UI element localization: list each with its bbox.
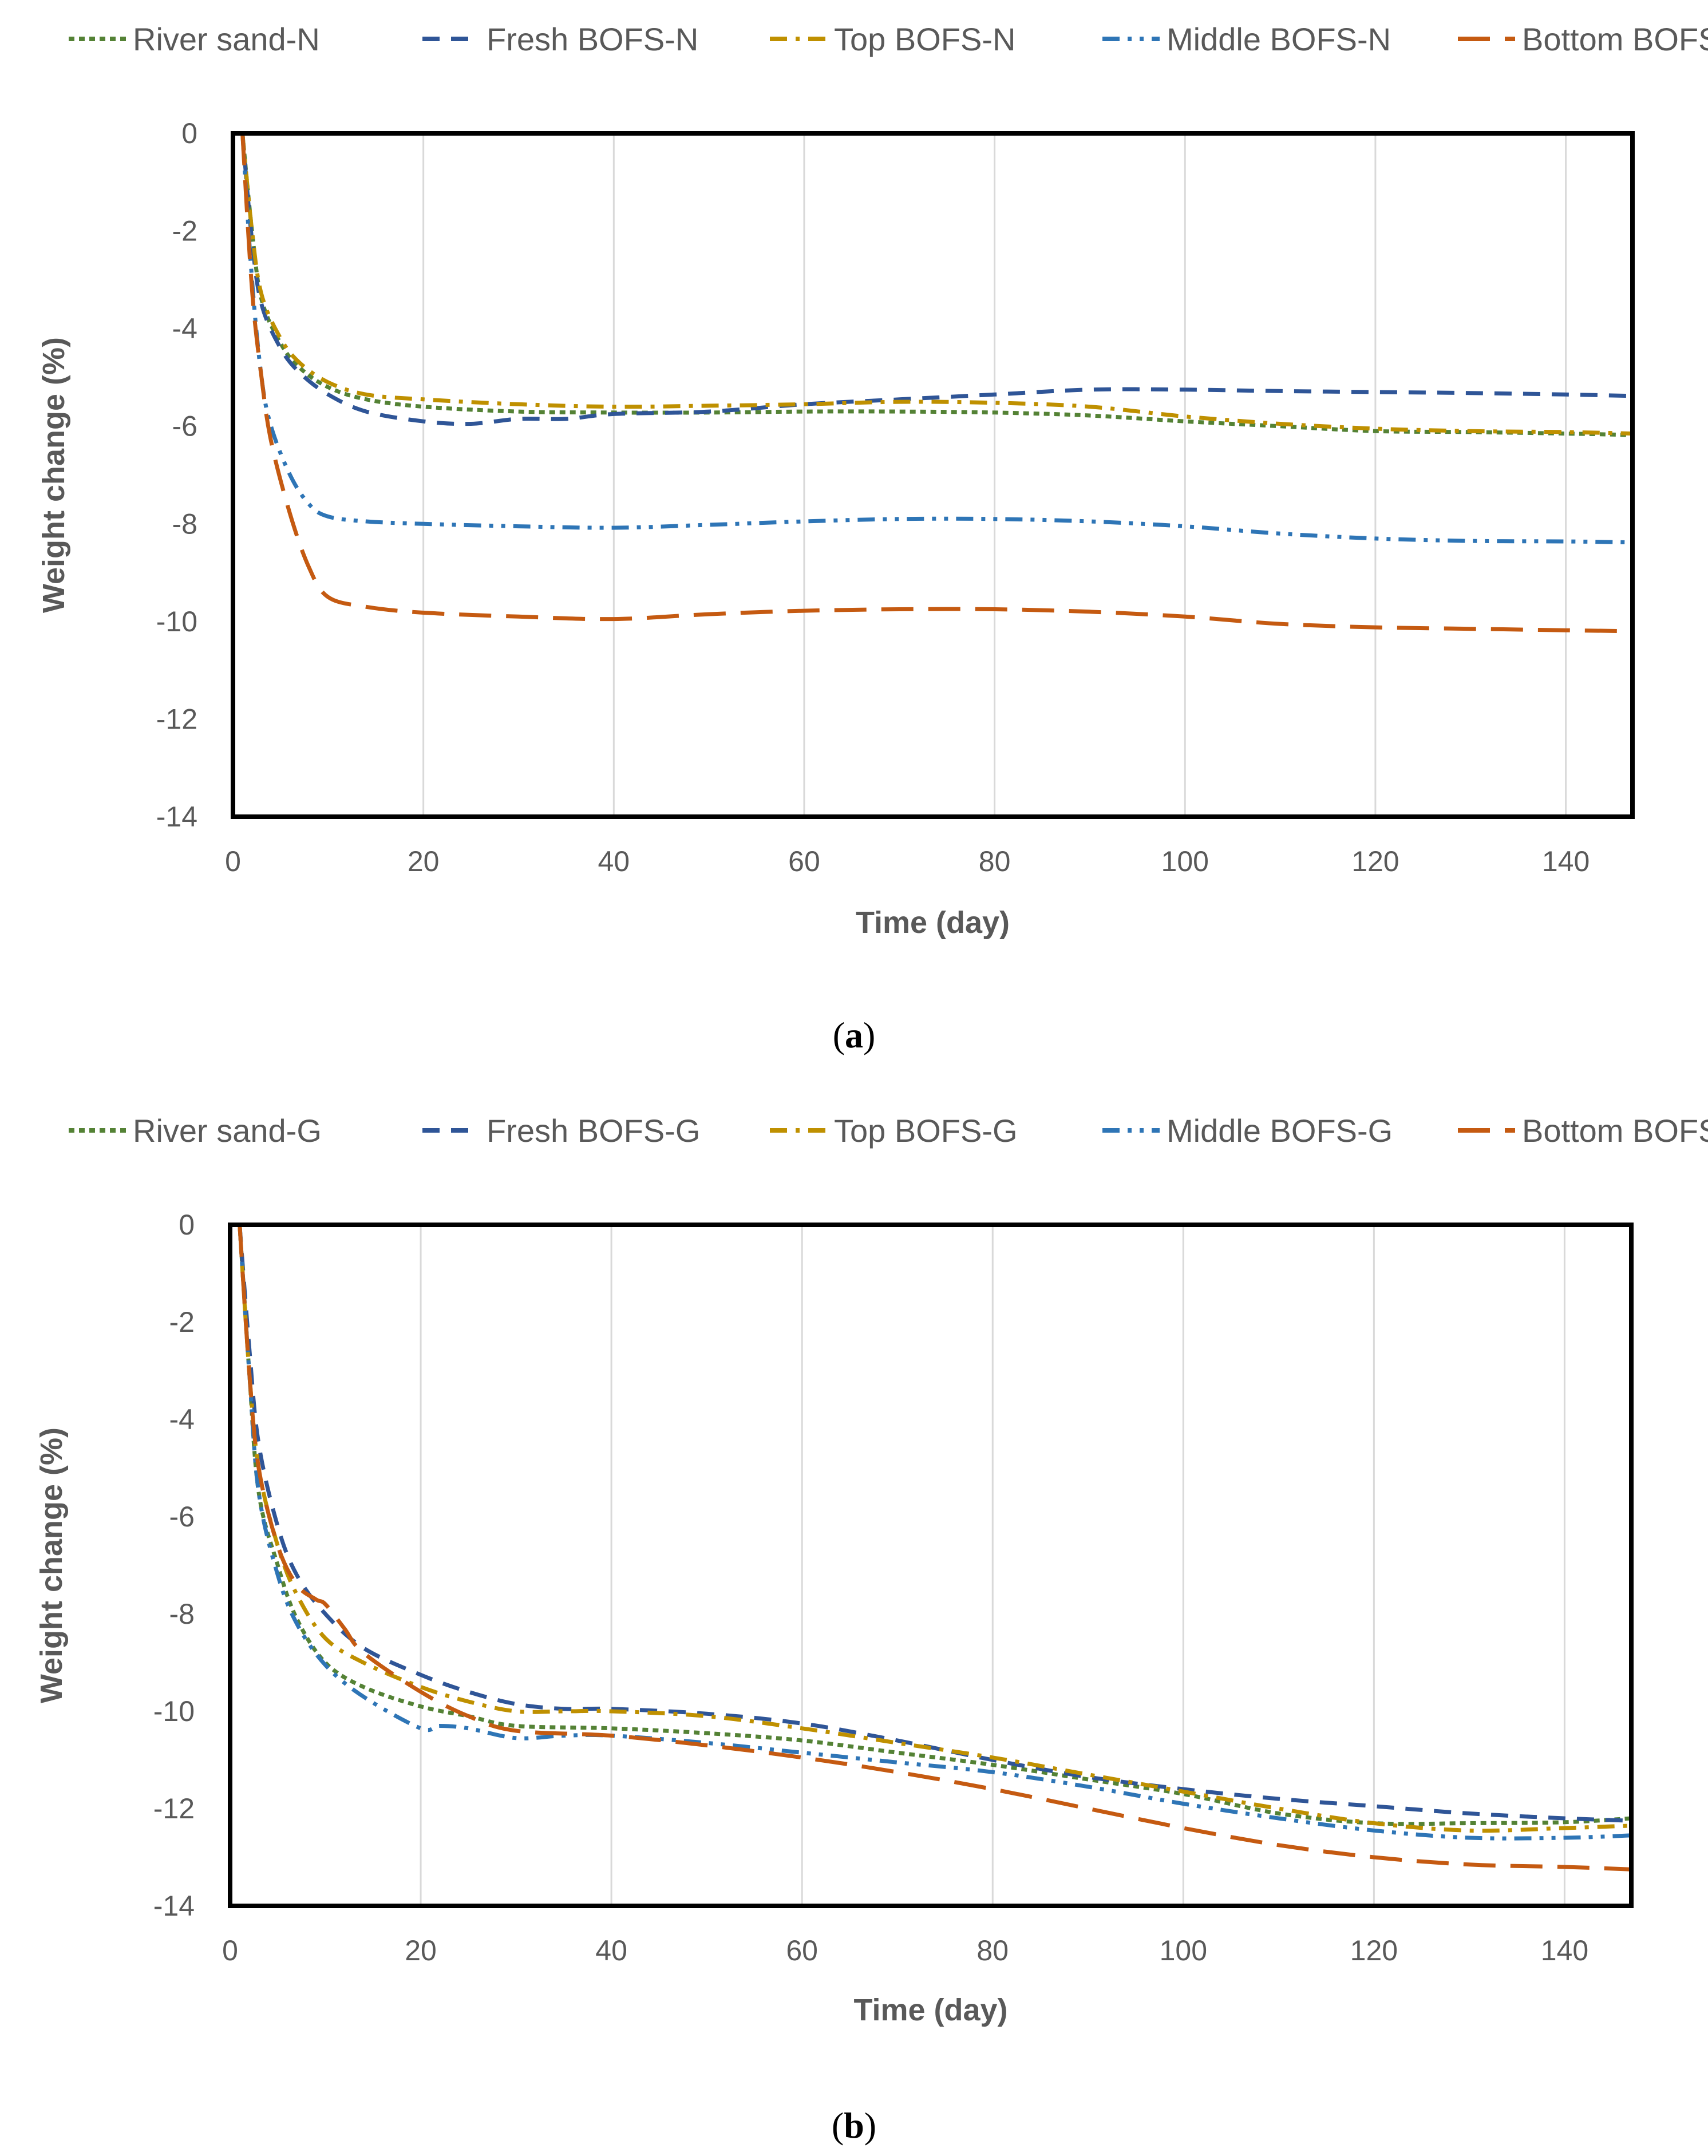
legend-item-middle-bofs-g: Middle BOFS-G [1102,1113,1393,1149]
x-tick-label: 100 [1161,845,1209,877]
y-tick-label: -4 [169,1403,195,1435]
x-tick-label: 120 [1350,1935,1398,1967]
y-tick-label: -6 [172,410,197,442]
x-tick-label: 80 [979,845,1011,877]
y-tick-label: -8 [172,508,197,540]
series-line-fresh-bofs-n [240,133,1632,426]
y-tick-label: -10 [156,606,197,638]
x-tick-label: 100 [1160,1935,1207,1967]
legend-label: Top BOFS-N [834,21,1015,57]
legend-label: Bottom BOFS-N [1522,21,1708,57]
y-tick-label: -4 [172,312,197,345]
legend-item-top-bofs-n: Top BOFS-N [770,21,1015,57]
legend-item-bottom-bofs-n: Bottom BOFS-N [1458,21,1708,57]
legend-label: Bottom BOFS-G [1522,1113,1708,1149]
gridlines [422,133,1567,817]
series-line-middle-bofs-g [238,1225,1631,1841]
x-tick-labels: 0 20 40 60 80 100 120 140 [225,845,1590,877]
legend-item-river-sand-g: River sand-G [69,1113,322,1149]
x-tick-labels: 0 20 40 60 80 100 120 140 [222,1935,1588,1967]
legend-label: Middle BOFS-G [1167,1113,1393,1149]
y-axis-title: Weight change (%) [34,1427,69,1703]
caption-letter: b [844,2105,864,2146]
caption-close-paren: ) [863,1015,875,1055]
series-line-top-bofs-g [238,1225,1631,1833]
series-lines [240,133,1632,634]
y-axis-title: Weight change (%) [37,337,71,613]
x-tick-label: 140 [1542,845,1590,877]
y-tick-label: -2 [169,1306,195,1338]
x-tick-label: 40 [598,845,630,877]
legend-label: Fresh BOFS-G [487,1113,700,1149]
x-tick-label: 0 [222,1935,238,1967]
x-tick-label: 120 [1351,845,1399,877]
series-lines [238,1225,1631,1872]
legend-label: River sand-G [133,1113,322,1149]
legend: River sand-N Fresh BOFS-N Top BOFS-N Middle… [69,21,1708,57]
series-line-river-sand-g [238,1225,1631,1826]
plot-frame [228,1223,1634,1908]
y-tick-label: -8 [169,1598,195,1630]
y-tick-label: -10 [153,1695,195,1727]
y-tick-label: -14 [153,1890,195,1922]
y-tick-label: -12 [153,1793,195,1825]
legend-label: Middle BOFS-N [1167,21,1391,57]
legend-item-middle-bofs-n: Middle BOFS-N [1102,21,1391,57]
y-tick-label: -14 [156,801,197,833]
legend-item-fresh-bofs-g: Fresh BOFS-G [422,1113,700,1149]
y-tick-labels: 0 -2 -4 -6 -8 -10 -12 -14 [156,117,197,833]
caption-open-paren: ( [832,2105,844,2146]
caption-letter: a [845,1015,863,1055]
caption-open-paren: ( [833,1015,845,1055]
gridlines [420,1225,1565,1906]
x-tick-label: 60 [786,1935,818,1967]
y-tick-labels: 0 -2 -4 -6 -8 -10 -12 -14 [153,1209,195,1922]
legend: River sand-G Fresh BOFS-G Top BOFS-G Middle… [69,1113,1708,1149]
x-axis-title: Time (day) [856,905,1010,940]
legend-item-fresh-bofs-n: Fresh BOFS-N [422,21,698,57]
x-tick-label: 60 [788,845,820,877]
series-line-fresh-bofs-g [238,1225,1631,1823]
caption-close-paren: ) [864,2105,876,2146]
legend-label: Top BOFS-G [834,1113,1018,1149]
panel-caption: (a) [833,1015,876,1055]
x-tick-label: 20 [408,845,440,877]
chart-panel-b: River sand-G Fresh BOFS-G Top BOFS-G Middle… [34,1113,1708,2146]
legend-label: Fresh BOFS-N [487,21,698,57]
series-line-middle-bofs-n [240,133,1632,545]
legend-item-bottom-bofs-g: Bottom BOFS-G [1458,1113,1708,1149]
x-tick-label: 40 [595,1935,627,1967]
y-tick-label: 0 [181,117,197,149]
legend-item-river-sand-n: River sand-N [69,21,320,57]
x-tick-label: 80 [976,1935,1009,1967]
x-tick-label: 0 [225,845,241,877]
series-line-bottom-bofs-n [240,133,1632,634]
series-line-bottom-bofs-g [238,1225,1631,1872]
series-line-river-sand-n [240,133,1632,437]
chart-panel-a: River sand-N Fresh BOFS-N Top BOFS-N Middle… [37,21,1708,1055]
y-tick-label: -12 [156,703,197,735]
legend-item-top-bofs-g: Top BOFS-G [770,1113,1018,1149]
legend-label: River sand-N [133,21,320,57]
y-tick-label: 0 [179,1209,195,1241]
plot-frame [231,131,1635,819]
panel-caption: (b) [832,2105,876,2146]
y-tick-label: -2 [172,215,197,247]
x-axis-title: Time (day) [853,1993,1007,2027]
series-line-top-bofs-n [240,133,1632,436]
x-tick-label: 140 [1541,1935,1588,1967]
x-tick-label: 20 [405,1935,437,1967]
y-tick-label: -6 [169,1501,195,1533]
